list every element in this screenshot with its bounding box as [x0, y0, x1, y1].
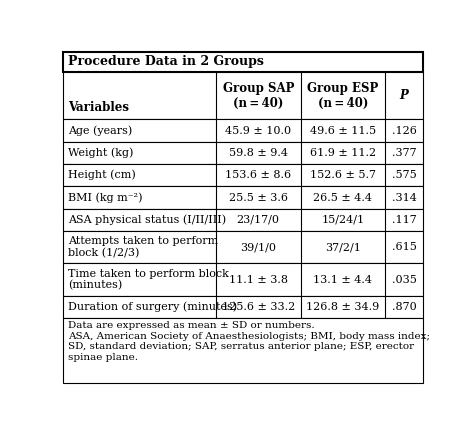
Text: Data are expressed as mean ± SD or numbers.
ASA, American Society of Anaesthesio: Data are expressed as mean ± SD or numbe… [68, 321, 430, 362]
Text: 126.8 ± 34.9: 126.8 ± 34.9 [306, 302, 380, 312]
Bar [63, 231, 423, 263]
Text: Group ESP
(n = 40): Group ESP (n = 40) [307, 82, 378, 110]
Text: 25.5 ± 3.6: 25.5 ± 3.6 [229, 193, 288, 203]
Text: P: P [400, 89, 409, 102]
Text: .314: .314 [392, 193, 417, 203]
Text: 153.6 ± 8.6: 153.6 ± 8.6 [225, 170, 292, 180]
Text: Height (cm): Height (cm) [68, 170, 136, 181]
Bar [63, 72, 423, 120]
Bar [63, 142, 423, 164]
Text: 45.9 ± 10.0: 45.9 ± 10.0 [225, 126, 292, 135]
Bar [63, 186, 423, 209]
Text: Group SAP
(n = 40): Group SAP (n = 40) [222, 82, 294, 110]
Text: .117: .117 [392, 215, 416, 225]
Text: 37/2/1: 37/2/1 [325, 242, 361, 252]
Bar [63, 164, 423, 186]
Text: Procedure Data in 2 Groups: Procedure Data in 2 Groups [68, 55, 264, 68]
Text: 13.1 ± 4.4: 13.1 ± 4.4 [313, 274, 372, 285]
Text: .377: .377 [392, 148, 416, 158]
Bar [63, 52, 423, 72]
Text: 26.5 ± 4.4: 26.5 ± 4.4 [313, 193, 372, 203]
Text: Age (years): Age (years) [68, 125, 133, 136]
Text: 49.6 ± 11.5: 49.6 ± 11.5 [310, 126, 376, 135]
Text: .615: .615 [392, 242, 417, 252]
Text: Variables: Variables [68, 101, 129, 114]
Text: Time taken to perform block
(minutes): Time taken to perform block (minutes) [68, 268, 229, 291]
Text: 152.6 ± 5.7: 152.6 ± 5.7 [310, 170, 376, 180]
Text: BMI (kg m⁻²): BMI (kg m⁻²) [68, 192, 143, 203]
Bar [63, 263, 423, 296]
Text: Attempts taken to perform
block (1/2/3): Attempts taken to perform block (1/2/3) [68, 236, 219, 258]
Text: .575: .575 [392, 170, 416, 180]
Text: 23/17/0: 23/17/0 [237, 215, 280, 225]
Text: 125.6 ± 33.2: 125.6 ± 33.2 [222, 302, 295, 312]
Text: 11.1 ± 3.8: 11.1 ± 3.8 [229, 274, 288, 285]
Text: .035: .035 [392, 274, 417, 285]
Text: 15/24/1: 15/24/1 [321, 215, 365, 225]
Bar [63, 209, 423, 231]
Text: .126: .126 [392, 126, 417, 135]
Bar [63, 318, 423, 383]
Text: 61.9 ± 11.2: 61.9 ± 11.2 [310, 148, 376, 158]
Text: Weight (kg): Weight (kg) [68, 147, 134, 158]
Text: ASA physical status (I/II/III): ASA physical status (I/II/III) [68, 215, 227, 225]
Bar [63, 296, 423, 318]
Text: 39/1/0: 39/1/0 [240, 242, 276, 252]
Text: 59.8 ± 9.4: 59.8 ± 9.4 [229, 148, 288, 158]
Text: Duration of surgery (minutes): Duration of surgery (minutes) [68, 301, 237, 312]
Text: .870: .870 [392, 302, 416, 312]
Bar [63, 120, 423, 142]
